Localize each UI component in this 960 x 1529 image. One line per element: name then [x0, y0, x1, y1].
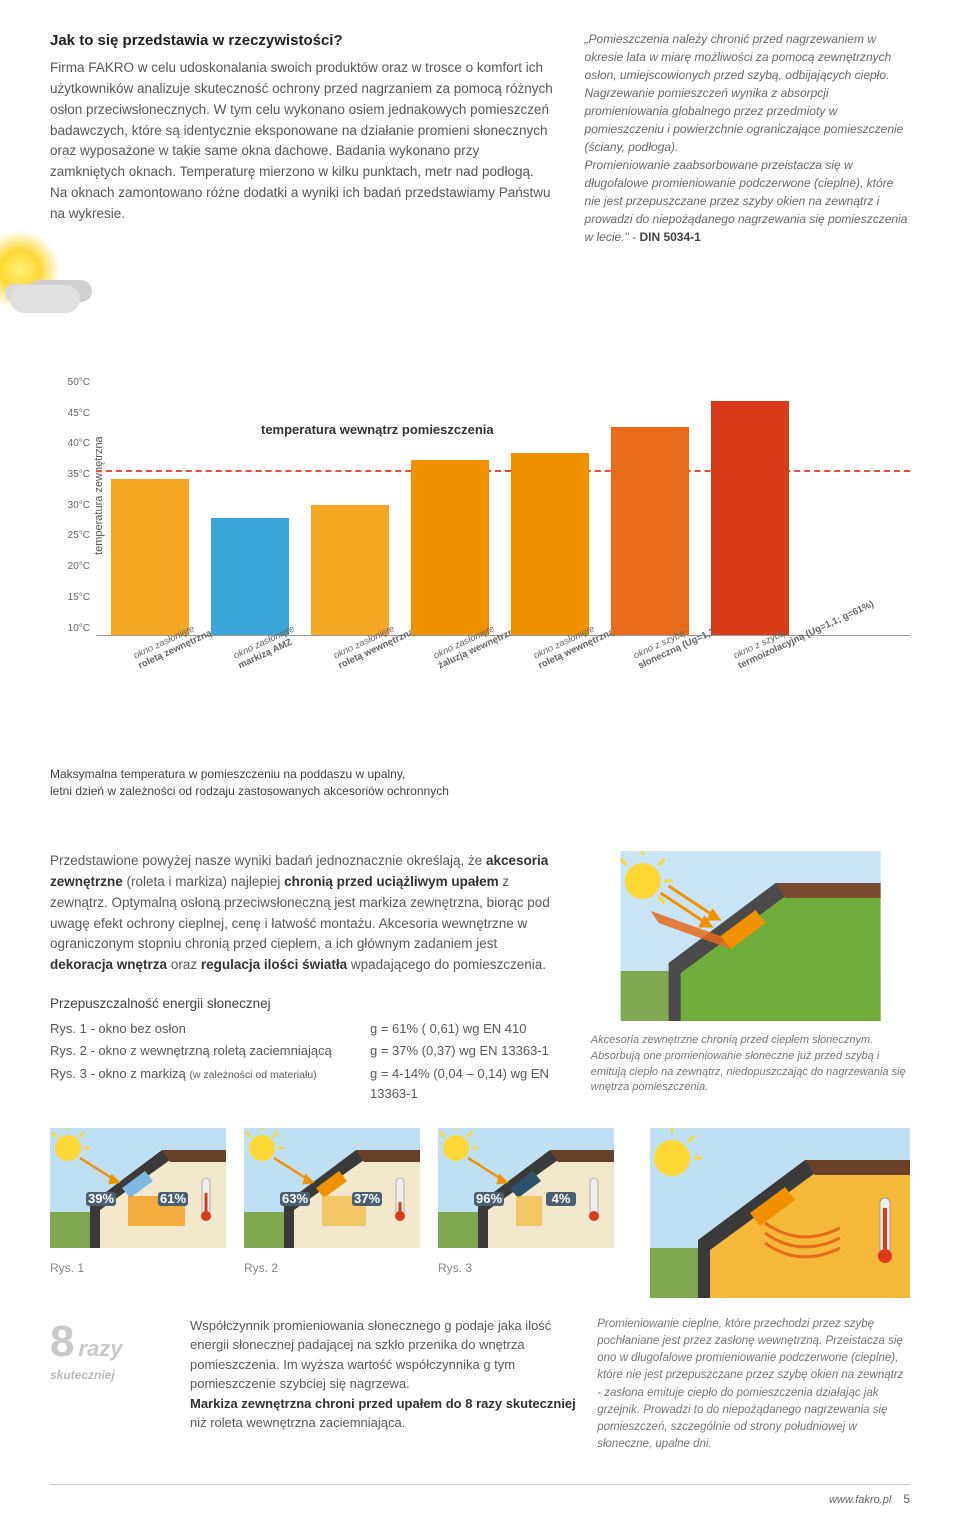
chart-caption: Maksymalna temperatura w pomieszczeniu n…	[50, 766, 910, 801]
svg-text:39%: 39%	[88, 1191, 114, 1206]
rys-svg: 63% 37%	[244, 1128, 420, 1248]
intro-left: Jak to się przedstawia w rzeczywistości?…	[50, 30, 555, 246]
house-big-svg	[591, 851, 910, 1021]
illustration-caption: Akcesoria zewnętrzne chronią przed ciepł…	[591, 1033, 910, 1097]
g-row: Rys. 1 - okno bez osłong = 61% ( 0,61) w…	[50, 1019, 561, 1039]
rys-svg: 39% 61%	[50, 1128, 226, 1248]
chart-bar: okno zasłonięteroletą wewnętrzną ARF	[311, 505, 389, 635]
results-illustration: Akcesoria zewnętrzne chronią przed ciepł…	[591, 851, 910, 1106]
rys-row: 39%61%Rys. 163%37%Rys. 296%4%Rys. 3	[50, 1128, 910, 1304]
chart-bar: okno z szybąsłoneczną (Ug=1,1; g=30%)	[611, 427, 689, 635]
svg-text:63%: 63%	[282, 1191, 308, 1206]
rys-item: 63%37%Rys. 2	[244, 1128, 420, 1304]
rys-item: 96%4%Rys. 3	[438, 1128, 614, 1304]
chart-bars: okno zasłonięteroletą zewnętrzną ARZ okno…	[96, 376, 910, 635]
g-row: Rys. 3 - okno z markizą (w zależności od…	[50, 1064, 561, 1104]
svg-text:61%: 61%	[160, 1191, 186, 1206]
chart-bar: okno zasłonięteroletą wewnętrzną ARS	[511, 453, 589, 635]
g-values: Przepuszczalność energii słonecznej Rys.…	[50, 994, 561, 1103]
temperature-chart: 50°C45°C40°C35°C30°C25°C20°C15°C10°C tem…	[50, 376, 910, 636]
chart-bar: okno zasłoniętemarkizą AMZ	[211, 518, 289, 635]
bottom-explain: Współczynnik promieniowania słonecznego …	[190, 1316, 577, 1454]
rys-svg: 96% 4%	[438, 1128, 614, 1248]
intro-quote: „Pomieszczenia należy chronić przed nagr…	[585, 30, 910, 246]
chart-bar: okno z szybątermoizolacyjną (Ug=1,1; g=6…	[711, 401, 789, 635]
chart-bar: okno zasłonięteżaluzją wewnętrzną AJP	[411, 460, 489, 636]
intro-heading: Jak to się przedstawia w rzeczywistości?	[50, 30, 555, 52]
results-text: Przedstawione powyżej nasze wyniki badań…	[50, 851, 561, 1106]
chart-area: temperatura zewnętrzna temperatura wewną…	[96, 376, 910, 636]
sun-illustration	[0, 190, 110, 320]
results-paragraph: Przedstawione powyżej nasze wyniki badań…	[50, 851, 561, 977]
chart-yaxis: 50°C45°C40°C35°C30°C25°C20°C15°C10°C	[50, 376, 90, 636]
house-bottom-right	[650, 1128, 910, 1304]
chart-bar: okno zasłonięteroletą zewnętrzną ARZ	[111, 479, 189, 635]
svg-text:96%: 96%	[476, 1191, 502, 1206]
intro-body: Firma FAKRO w celu udoskonalania swoich …	[50, 58, 555, 225]
rys-item: 39%61%Rys. 1	[50, 1128, 226, 1304]
svg-text:4%: 4%	[552, 1191, 571, 1206]
eight-badge: 8razy skuteczniej	[50, 1316, 170, 1454]
bottom-warning: Promieniowanie cieplne, które przechodzi…	[597, 1316, 910, 1454]
page-footer: www.fakro.pl5	[50, 1484, 910, 1509]
g-row: Rys. 2 - okno z wewnętrzną roletą zaciem…	[50, 1041, 561, 1061]
svg-text:37%: 37%	[354, 1191, 380, 1206]
